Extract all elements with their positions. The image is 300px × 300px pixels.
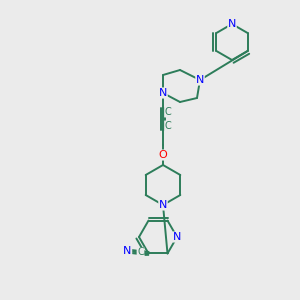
Text: N: N (159, 200, 167, 210)
Text: C: C (137, 248, 144, 257)
Text: C: C (165, 107, 171, 117)
Text: N: N (159, 88, 167, 98)
Text: N: N (173, 232, 181, 242)
Text: O: O (159, 150, 167, 160)
Text: N: N (196, 75, 204, 85)
Text: N: N (228, 19, 236, 29)
Text: N: N (123, 247, 132, 256)
Text: C: C (165, 121, 171, 131)
